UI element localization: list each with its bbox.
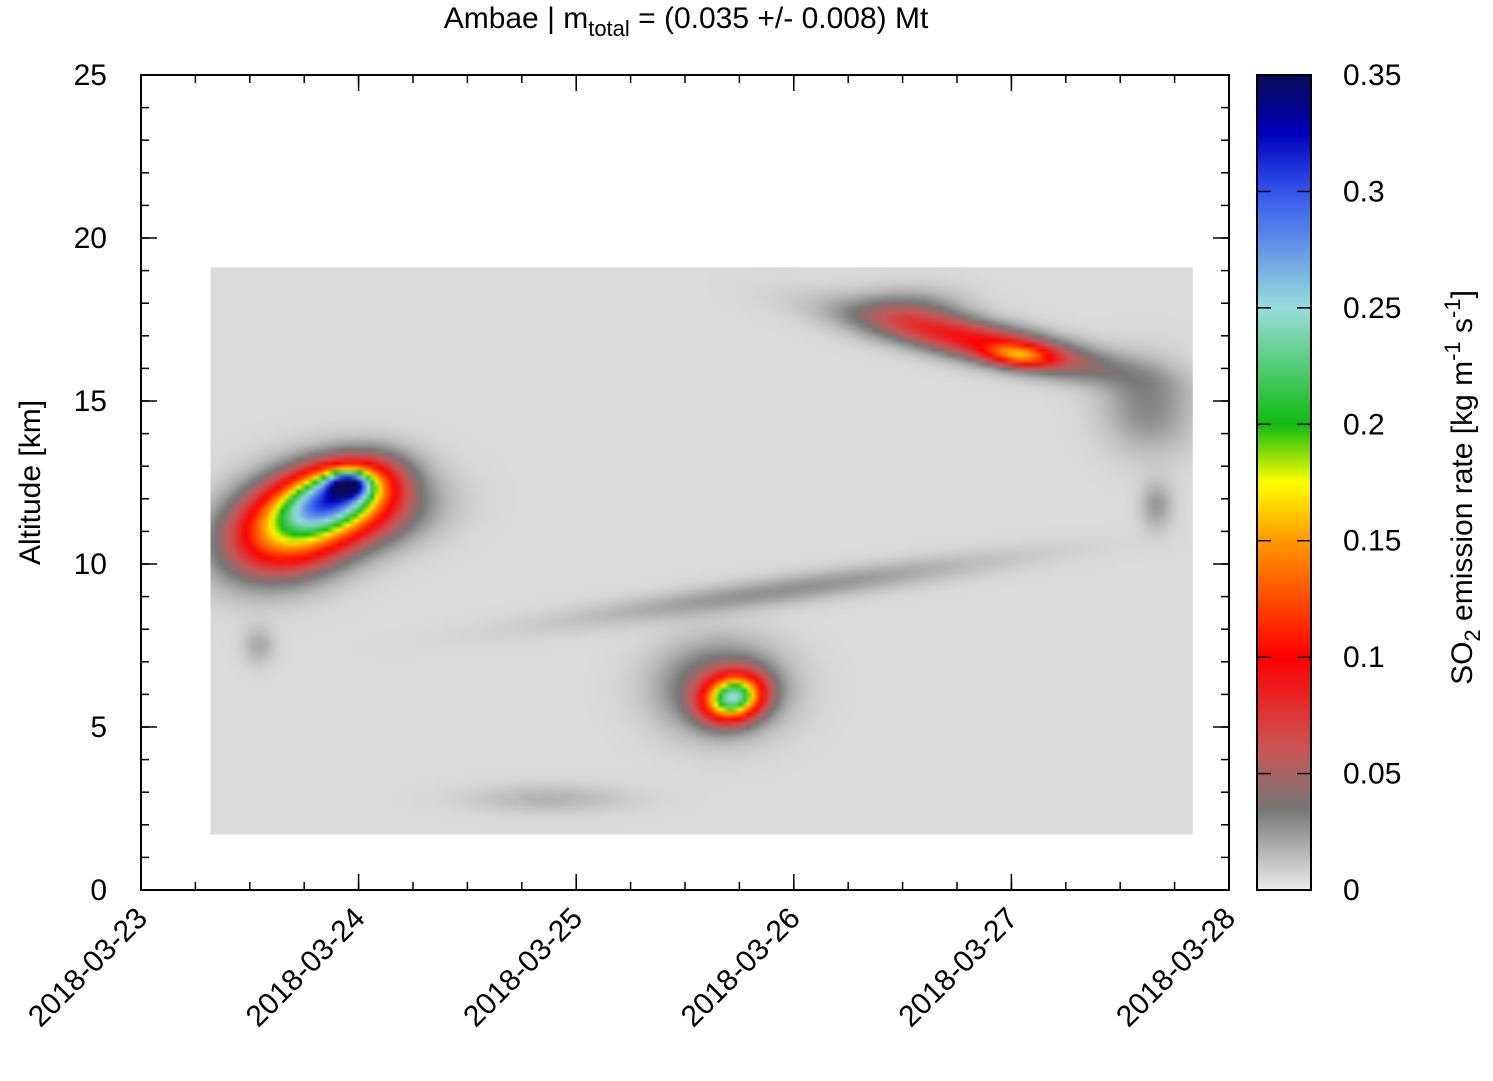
colorbar-label: SO2 emission rate [kg m-1 s-1] — [1440, 290, 1485, 685]
colorbar-label-part: s — [1446, 318, 1479, 341]
x-tick-label: 2018-03-24 — [240, 902, 372, 1034]
title-suffix: = (0.035 +/- 0.008) Mt — [630, 2, 929, 35]
y-tick-label: 20 — [74, 222, 107, 255]
x-tick-label: 2018-03-28 — [1110, 902, 1242, 1034]
colorbar-label-part: emission rate [kg m — [1446, 361, 1479, 629]
colorbar-label-superscript: -1 — [1440, 341, 1465, 361]
x-tick-label: 2018-03-23 — [22, 902, 154, 1034]
colorbar-label-superscript: -1 — [1440, 298, 1465, 318]
colorbar-tick-label: 0.25 — [1343, 292, 1401, 325]
y-tick-label: 5 — [90, 711, 107, 744]
x-tick-label: 2018-03-26 — [675, 902, 807, 1034]
y-tick-label: 0 — [90, 874, 107, 907]
x-tick-label: 2018-03-25 — [457, 902, 589, 1034]
colorbar-frame — [1256, 74, 1312, 891]
colorbar-tick-label: 0.35 — [1343, 59, 1401, 92]
chart-title: Ambae | mtotal = (0.035 +/- 0.008) Mt — [444, 2, 929, 41]
colorbar-tick-label: 0.15 — [1343, 525, 1401, 558]
colorbar-label-subscript: 2 — [1460, 629, 1485, 641]
y-axis: 0 5 10 15 20 25 — [74, 59, 1229, 907]
title-subscript: total — [588, 16, 630, 41]
colorbar-tick-label: 0.05 — [1343, 758, 1401, 791]
colorbar-axis: 0 0.05 0.1 0.15 0.2 0.25 0.3 0.35 — [1257, 59, 1401, 907]
colorbar-gradient — [1257, 75, 1311, 890]
colorbar-tick-label: 0 — [1343, 874, 1360, 907]
y-axis-label: Altitude [km] — [14, 400, 47, 565]
colorbar-tick-label: 0.1 — [1343, 641, 1385, 674]
y-tick-label: 25 — [74, 59, 107, 92]
colorbar-tick-label: 0.3 — [1343, 175, 1385, 208]
heatmap-image — [210, 267, 1193, 835]
x-tick-label: 2018-03-27 — [892, 902, 1024, 1034]
colorbar-tick-label: 0.2 — [1343, 408, 1385, 441]
y-tick-label: 15 — [74, 385, 107, 418]
colorbar-label-part: SO — [1446, 642, 1479, 685]
title-prefix: Ambae | m — [444, 2, 589, 35]
y-tick-label: 10 — [74, 548, 107, 581]
colorbar-label-part: ] — [1446, 290, 1479, 298]
